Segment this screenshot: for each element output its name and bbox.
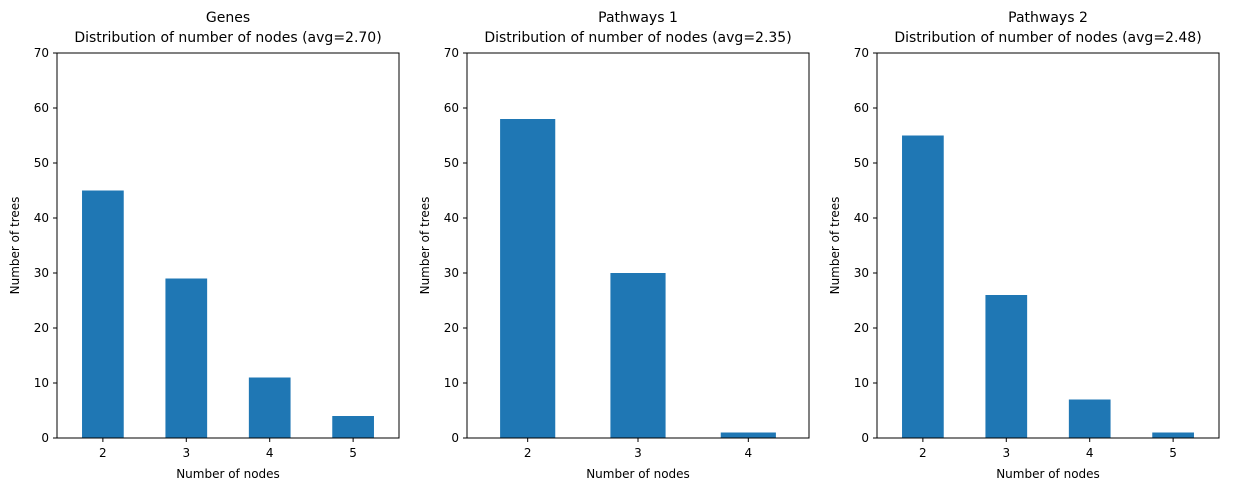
bar-3	[985, 295, 1028, 438]
bar-3	[610, 273, 666, 438]
x-tick-label: 3	[634, 446, 642, 460]
chart-panel-genes: Genes Distribution of number of nodes (av…	[8, 10, 400, 481]
y-tick-label: 50	[34, 156, 49, 170]
y-tick-label: 10	[34, 376, 49, 390]
x-tick-label: 2	[99, 446, 107, 460]
y-axis-label: Number of trees	[418, 197, 432, 295]
bar-2	[500, 119, 556, 438]
bar-3	[165, 278, 208, 438]
y-tick-label: 0	[861, 431, 869, 445]
bar-4	[1068, 399, 1111, 438]
y-tick-label: 60	[854, 101, 869, 115]
plot-frame	[56, 52, 400, 439]
y-tick-label: 10	[854, 376, 869, 390]
x-tick-label: 5	[1169, 446, 1177, 460]
y-tick-label: 50	[854, 156, 869, 170]
y-tick-label: 40	[444, 211, 459, 225]
y-tick-label: 20	[444, 321, 459, 335]
y-axis-label: Number of trees	[828, 197, 842, 295]
x-tick-label: 4	[266, 446, 274, 460]
chart-panel-pathways-2: Pathways 2 Distribution of number of node…	[828, 10, 1220, 481]
y-tick-label: 40	[854, 211, 869, 225]
y-tick-label: 0	[451, 431, 459, 445]
bar-5	[332, 416, 374, 438]
chart-panel-pathways-1: Pathways 1 Distribution of number of node…	[418, 10, 810, 481]
x-tick-label: 2	[524, 446, 532, 460]
y-tick-label: 40	[34, 211, 49, 225]
bar-4	[720, 432, 776, 438]
y-axis-label: Number of trees	[8, 197, 22, 295]
y-tick-label: 50	[444, 156, 459, 170]
x-tick-label: 4	[1086, 446, 1094, 460]
y-tick-label: 70	[34, 46, 49, 60]
y-tick-label: 30	[34, 266, 49, 280]
chart-title: Genes	[206, 10, 250, 26]
chart-title: Pathways 1	[598, 10, 678, 26]
x-tick-label: 2	[919, 446, 927, 460]
y-tick-label: 10	[444, 376, 459, 390]
y-tick-label: 0	[41, 431, 49, 445]
plot-frame	[876, 52, 1220, 439]
y-tick-label: 70	[444, 46, 459, 60]
y-tick-label: 70	[854, 46, 869, 60]
chart-subtitle: Distribution of number of nodes (avg=2.3…	[484, 30, 791, 46]
bar-5	[1152, 432, 1194, 438]
y-tick-label: 30	[444, 266, 459, 280]
y-tick-label: 20	[854, 321, 869, 335]
x-tick-label: 4	[745, 446, 753, 460]
x-axis-label: Number of nodes	[176, 467, 280, 481]
chart-subtitle: Distribution of number of nodes (avg=2.7…	[74, 30, 381, 46]
y-tick-label: 30	[854, 266, 869, 280]
y-tick-label: 60	[444, 101, 459, 115]
x-axis-label: Number of nodes	[996, 467, 1100, 481]
chart-subtitle: Distribution of number of nodes (avg=2.4…	[894, 30, 1201, 46]
x-axis-label: Number of nodes	[586, 467, 690, 481]
x-tick-label: 3	[1002, 446, 1010, 460]
bar-2	[902, 135, 944, 438]
x-tick-label: 3	[182, 446, 190, 460]
bar-4	[248, 377, 291, 438]
chart-title: Pathways 2	[1008, 10, 1088, 26]
x-tick-label: 5	[349, 446, 357, 460]
y-tick-label: 60	[34, 101, 49, 115]
bar-2	[82, 190, 124, 438]
y-tick-label: 20	[34, 321, 49, 335]
